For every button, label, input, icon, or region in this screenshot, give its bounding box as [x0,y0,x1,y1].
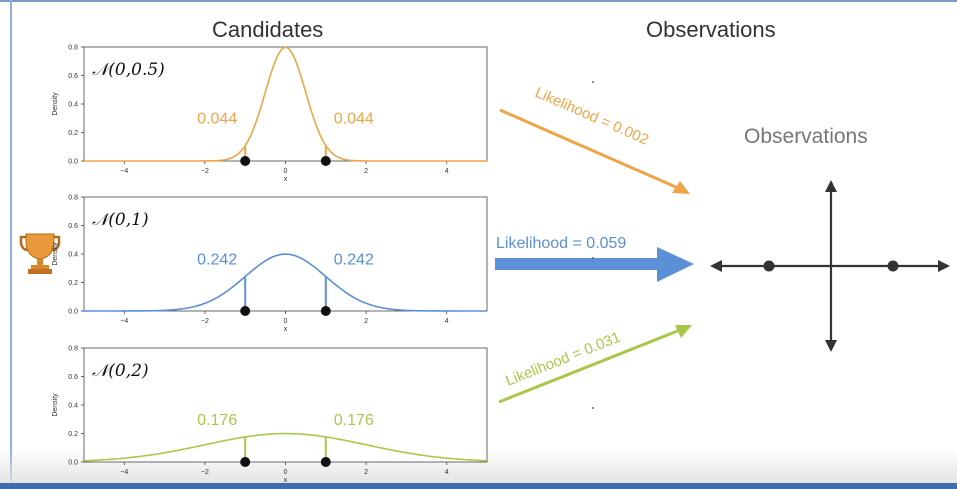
y-tick-label: 0.4 [68,102,78,109]
density-curve [84,46,487,162]
y-tick-label: 0.6 [68,374,78,381]
y-tick-label: 0.0 [68,460,78,467]
density-value-label: 0.044 [197,111,237,128]
y-axis-label: Density [52,242,59,266]
arrow-head [672,181,690,194]
density-curve [83,432,488,462]
y-tick-label: 0.2 [68,130,78,137]
observations-axis-heading: Observations [744,125,868,148]
slide-bottom-border [0,483,957,489]
x-tick-label: 0 [284,168,288,175]
x-tick-label: −4 [120,469,128,476]
y-tick-label: 0.2 [68,280,78,287]
observation-point-left [763,260,775,272]
distribution-formula: 𝒩(0,1) [92,210,149,230]
candidate-panels: 0.0 0.2 0.4 0.6 0.8 −4 −2 0 2 4 x Density 𝒩(0,0.5) 0.… [52,45,488,484]
arrow-shaft [498,328,681,404]
plot-frame [83,347,488,463]
y-tick-label: 0.6 [68,223,78,230]
x-tick-label: 2 [364,469,368,476]
y-tick-label: 0.8 [68,45,78,52]
candidate-panel-2: 0.0 0.2 0.4 0.6 0.8 −4 −2 0 2 4 x Density 𝒩(0,1) 0.24… [52,195,488,333]
candidates-heading: Candidates [212,17,324,42]
arrow-head [657,247,694,282]
y-tick-label: 0.0 [68,159,78,166]
x-tick-label: 0 [284,469,288,476]
distribution-formula: 𝒩(0,2) [92,361,149,381]
likelihood-arrow-2: Likelihood = 0.059 [495,235,694,282]
y-tick-label: 0.6 [68,73,78,80]
observations-heading: Observations [646,17,776,42]
density-value-label: 0.176 [197,412,237,429]
y-tick-label: 0.0 [68,309,78,316]
density-value-label: 0.242 [334,252,374,269]
density-value-label: 0.044 [334,111,374,128]
y-tick-label: 0.8 [68,195,78,202]
observation-dot [320,306,331,316]
observation-dot [320,457,331,467]
x-tick-label: −2 [201,469,209,476]
candidate-panel-3: 0.0 0.2 0.4 0.6 0.8 −4 −2 0 2 4 x Density 𝒩(0,2) 0.17… [52,346,488,484]
x-tick-label: 2 [364,318,368,325]
y-tick-label: 0.2 [68,431,78,438]
y-tick-label: 0.4 [68,252,78,259]
density-curve [84,253,487,312]
x-tick-label: 2 [364,168,368,175]
x-tick-label: 4 [445,469,449,476]
candidate-panel-1: 0.0 0.2 0.4 0.6 0.8 −4 −2 0 2 4 x Density 𝒩(0,0.5) 0.… [52,45,488,183]
likelihood-arrow-1: Likelihood = 0.002 [499,84,690,194]
x-tick-label: −4 [120,318,128,325]
observation-point-right [887,260,899,272]
likelihood-label: Likelihood = 0.059 [496,235,626,252]
trophy-icon [19,233,61,274]
x-tick-label: −4 [120,168,128,175]
arrow-shaft [495,258,657,270]
observation-dot [240,156,251,166]
x-tick-label: 4 [445,318,449,325]
y-axis-label: Density [52,92,59,116]
x-tick-label: −2 [201,168,209,175]
x-axis-label: x [284,477,288,484]
observations-axis [710,180,950,352]
x-tick-label: −2 [201,318,209,325]
y-tick-label: 0.4 [68,403,78,410]
observation-dot [240,306,251,316]
density-value-label: 0.242 [197,252,237,269]
x-axis-label: x [284,176,288,183]
y-axis-label: Density [52,393,59,417]
likelihood-label: Likelihood = 0.002 [532,84,651,148]
x-axis-label: x [284,326,288,333]
observation-dot [240,457,251,467]
arrow-shaft [499,108,679,190]
slide-left-border [10,0,12,489]
y-tick-label: 0.8 [68,346,78,353]
slide-top-border [0,0,957,2]
likelihood-arrows: Likelihood = 0.002 Likelihood = 0.059 Like… [495,84,694,404]
likelihood-arrow-3: Likelihood = 0.031 [498,325,692,404]
x-tick-label: 4 [445,168,449,175]
plot-frame [83,46,488,162]
arrow-head [675,325,692,338]
x-tick-label: 0 [284,318,288,325]
density-value-label: 0.176 [334,412,374,429]
observation-dot [320,156,331,166]
distribution-formula: 𝒩(0,0.5) [92,60,165,80]
